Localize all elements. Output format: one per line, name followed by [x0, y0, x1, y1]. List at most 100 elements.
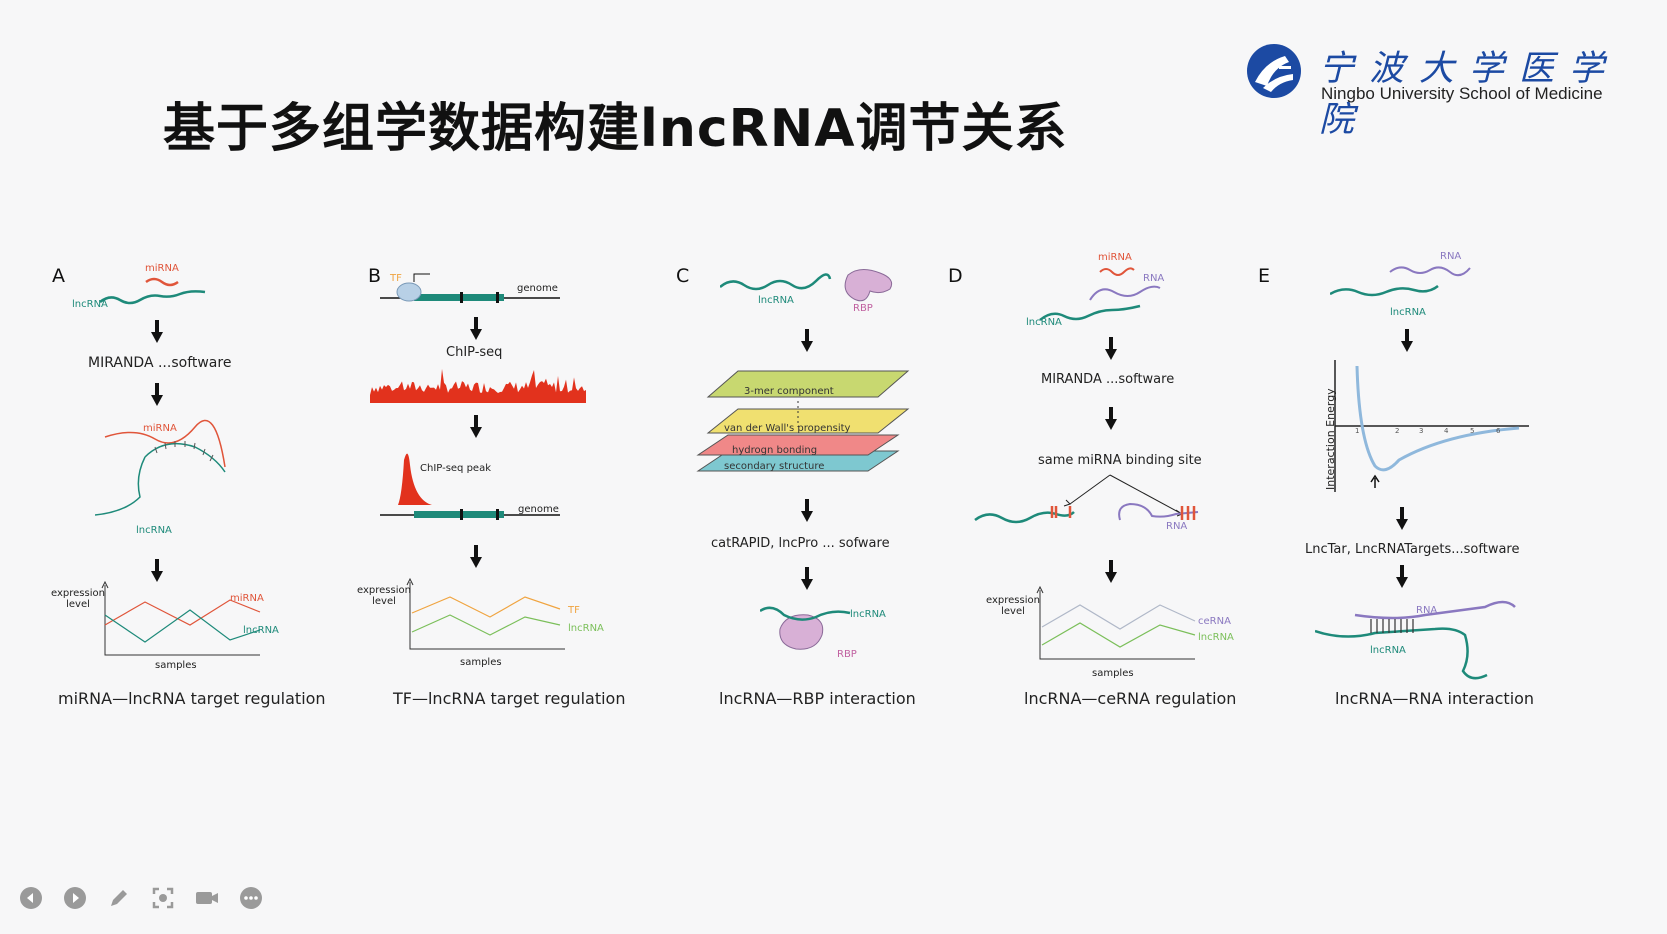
- panel-a: A miRNA lncRNA MIRANDA ...software miRNA…: [40, 255, 330, 755]
- y-axis-label: expression level: [986, 595, 1040, 617]
- expression-chart: [101, 580, 261, 656]
- step-software: MIRANDA ...software: [88, 355, 232, 371]
- mirna-binding-diagram: [95, 419, 226, 516]
- chipseq-peak-label: ChIP-seq peak: [420, 463, 491, 474]
- chipseq-label: ChIP-seq: [446, 345, 503, 360]
- mirna-lncrna-pair-diagram: [99, 277, 206, 305]
- logo-english-name: Ningbo University School of Medicine: [1321, 84, 1603, 103]
- expression-chart: [406, 577, 565, 650]
- rbp-label: RBP: [853, 303, 873, 314]
- rna-label: RNA: [1166, 521, 1188, 532]
- tick-label: 5: [1470, 427, 1475, 435]
- chipseq-peak-diagram: [380, 453, 560, 520]
- down-arrow-icon: [470, 317, 482, 340]
- rna-label: RNA: [1143, 273, 1165, 284]
- mirna-label: miRNA: [145, 263, 179, 274]
- logo-chinese-name: 宁波大学医学院: [1319, 49, 1620, 140]
- mirna-rna-lncrna-diagram: [1039, 267, 1161, 321]
- mirna-label: miRNA: [143, 423, 177, 434]
- panel-letter: B: [368, 265, 382, 287]
- layer-label: hydrogn bonding: [732, 445, 818, 456]
- series-lncrna-label: lncRNA: [243, 625, 279, 636]
- panel-caption: lncRNA—RBP interaction: [719, 689, 916, 708]
- tick-label: 2: [1395, 427, 1400, 435]
- rna-lncrna-diagram: [1330, 266, 1471, 297]
- series-lncrna-label: lncRNA: [568, 623, 604, 634]
- panel-letter: C: [676, 265, 690, 287]
- rbp-label: RBP: [837, 649, 857, 660]
- tf-genome-diagram: [380, 273, 560, 303]
- series-cerna-label: ceRNA: [1198, 616, 1231, 627]
- next-icon[interactable]: [62, 885, 88, 911]
- layer-label: secondary structure: [724, 461, 825, 472]
- feature-layers-diagram: [696, 370, 910, 472]
- lncrna-label: lncRNA: [136, 525, 172, 536]
- mirna-label: miRNA: [1098, 252, 1132, 263]
- down-arrow-icon: [801, 499, 813, 522]
- series-lncrna-label: lncRNA: [1198, 632, 1234, 643]
- slide-title: 基于多组学数据构建lncRNA调节关系: [163, 99, 1068, 159]
- tick-label: 3: [1419, 427, 1424, 435]
- panel-caption: TF—lncRNA target regulation: [393, 689, 626, 708]
- y-axis-label: expression level: [357, 585, 411, 607]
- down-arrow-icon: [1105, 337, 1117, 360]
- step-software: catRAPID, lncPro ... sofware: [711, 536, 890, 551]
- interaction-energy-chart: [1334, 360, 1529, 492]
- down-arrow-icon: [151, 383, 163, 406]
- series-tf-label: TF: [568, 605, 580, 616]
- lncrna-label: lncRNA: [72, 299, 108, 310]
- panel-caption: lncRNA—RNA interaction: [1335, 689, 1535, 708]
- series-mirna-label: miRNA: [230, 593, 264, 604]
- down-arrow-icon: [801, 329, 813, 352]
- x-axis-label: samples: [460, 657, 502, 668]
- shared-binding-diagram: [974, 474, 1199, 524]
- lncrna-label: lncRNA: [1390, 307, 1426, 318]
- lncrna-rbp-complex-diagram: [760, 606, 851, 650]
- panel-c: C lncRNA RBP 3-mer component van der Wal…: [670, 255, 940, 755]
- rna-label: RNA: [1416, 605, 1438, 616]
- panel-caption: lncRNA—ceRNA regulation: [1024, 689, 1237, 708]
- step-software: MIRANDA ...software: [1041, 372, 1175, 387]
- step-binding-site: same miRNA binding site: [1038, 453, 1202, 468]
- x-axis-label: samples: [1092, 668, 1134, 679]
- panel-caption: miRNA—lncRNA target regulation: [58, 689, 326, 708]
- down-arrow-icon: [1105, 407, 1117, 430]
- panel-d: D miRNA RNA lncRNA MIRANDA ...software s…: [940, 252, 1240, 755]
- university-logo: 宁波大学医学院 Ningbo University School of Medi…: [1245, 38, 1645, 140]
- lncrna-label: lncRNA: [1370, 645, 1406, 656]
- down-arrow-icon: [1396, 565, 1408, 588]
- panel-letter: D: [948, 265, 963, 287]
- energy-axis-ticks: 1 2 3 4 5 6: [1355, 427, 1505, 439]
- down-arrow-icon: [801, 567, 813, 590]
- step-software: LncTar, LncRNATargets...software: [1305, 542, 1520, 557]
- panel-letter: A: [52, 265, 65, 287]
- rna-label: RNA: [1440, 251, 1462, 262]
- down-arrow-icon: [470, 415, 482, 438]
- panel-letter: E: [1258, 265, 1271, 287]
- lncrna-label: lncRNA: [758, 295, 794, 306]
- lncrna-label: lncRNA: [850, 609, 886, 620]
- pen-icon[interactable]: [106, 885, 132, 911]
- panel-b: B TF genome ChIP-seq ChIP-seq peak genom…: [357, 255, 650, 755]
- down-arrow-icon: [151, 320, 163, 343]
- down-arrow-icon: [1105, 560, 1117, 583]
- lncrna-rbp-diagram: [720, 269, 893, 302]
- y-axis-label: expression level: [51, 588, 105, 610]
- tick-label: 1: [1355, 427, 1360, 435]
- lncrna-label: lncRNA: [1026, 317, 1062, 328]
- tf-label: TF: [390, 273, 402, 284]
- x-axis-label: samples: [155, 660, 197, 671]
- down-arrow-icon: [470, 545, 482, 568]
- expression-chart: [1036, 585, 1196, 660]
- camera-icon[interactable]: [194, 885, 220, 911]
- screenshot-icon[interactable]: [150, 885, 176, 911]
- genome-label: genome: [517, 283, 558, 294]
- y-axis-label: Interaction Energy: [1324, 388, 1337, 490]
- previous-icon[interactable]: [18, 885, 44, 911]
- down-arrow-icon: [1401, 329, 1413, 352]
- chipseq-track: [370, 368, 586, 403]
- panel-e: E RNA lncRNA Interaction Energy 1 2 3 4 …: [1250, 251, 1550, 755]
- more-icon[interactable]: [238, 885, 264, 911]
- down-arrow-icon: [1396, 507, 1408, 530]
- tick-label: 4: [1444, 427, 1449, 435]
